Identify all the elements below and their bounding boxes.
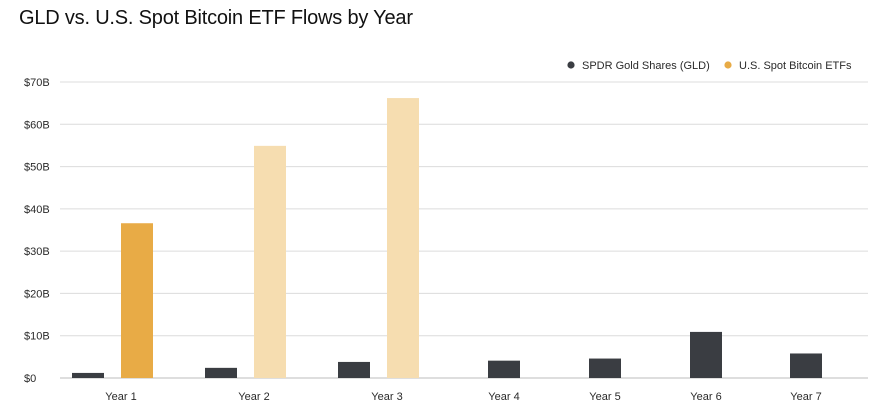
y-tick-label: $60B <box>24 119 50 131</box>
y-tick-label: $50B <box>24 162 50 174</box>
legend-marker-spdr-gold-shares-gld <box>567 61 575 69</box>
x-tick-label-year-4: Year 4 <box>488 391 519 403</box>
bar-bitcoin-year-3 <box>387 98 419 378</box>
bar-gld-year-4 <box>488 360 520 378</box>
y-axis-tick-labels: $0 $10B $20B $30B $40B $50B $60B $70B <box>24 77 50 385</box>
bar-gld-year-3 <box>338 361 370 378</box>
bars <box>72 98 822 378</box>
y-tick-label: $10B <box>24 331 50 343</box>
bar-gld-year-1 <box>72 372 104 378</box>
x-axis-category-labels: Year 1 Year 2 Year 3 Year 4 Year 5 Year 6 Year… <box>105 391 821 403</box>
legend-label-u-s-spot-bitcoin-etfs: U.S. Spot Bitcoin ETFs <box>739 60 852 72</box>
x-tick-label-year-2: Year 2 <box>238 391 269 403</box>
y-tick-label: $30B <box>24 246 50 258</box>
chart-title: GLD vs. U.S. Spot Bitcoin ETF Flows by Y… <box>19 7 413 29</box>
bar-gld-year-7 <box>790 353 822 378</box>
x-tick-label-year-5: Year 5 <box>589 391 620 403</box>
legend-label-spdr-gold-shares-gld: SPDR Gold Shares (GLD) <box>582 60 710 72</box>
legend: SPDR Gold Shares (GLD) U.S. Spot Bitcoin … <box>567 60 852 72</box>
x-tick-label-year-3: Year 3 <box>371 391 402 403</box>
bar-gld-year-5 <box>589 358 621 378</box>
bar-bitcoin-year-2 <box>254 145 286 378</box>
x-tick-label-year-7: Year 7 <box>790 391 821 403</box>
bar-gld-year-6 <box>690 331 722 378</box>
gridlines <box>60 81 868 379</box>
y-tick-label: $0 <box>24 373 36 385</box>
bar-bitcoin-year-1 <box>121 223 153 378</box>
bar-gld-year-2 <box>205 367 237 378</box>
y-tick-label: $40B <box>24 204 50 216</box>
legend-marker-u-s-spot-bitcoin-etfs <box>724 61 732 69</box>
x-tick-label-year-1: Year 1 <box>105 391 136 403</box>
x-tick-label-year-6: Year 6 <box>690 391 721 403</box>
y-tick-label: $20B <box>24 288 50 300</box>
y-tick-label: $70B <box>24 77 50 89</box>
